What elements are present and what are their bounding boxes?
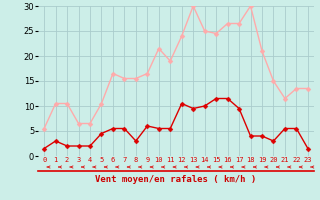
X-axis label: Vent moyen/en rafales ( km/h ): Vent moyen/en rafales ( km/h ) (95, 174, 257, 184)
